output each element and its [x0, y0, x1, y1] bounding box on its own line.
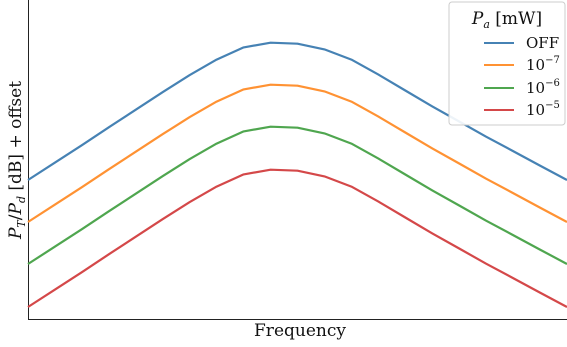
- plot-area: [27, 0, 567, 320]
- series-line-0: [27, 41, 567, 181]
- series-layer: [27, 41, 567, 308]
- series-line-1: [27, 83, 567, 223]
- x-axis-label: Frequency: [254, 321, 346, 341]
- legend-frame: [448, 1, 566, 126]
- legend: Pa [mW] OFF 10−7 10−6 10−5: [448, 1, 566, 126]
- y-axis-label: PT/Pd [dB] + offset: [6, 81, 28, 240]
- series-line-2: [27, 125, 567, 265]
- legend-label-off: OFF: [526, 34, 559, 52]
- series-line-3: [27, 168, 567, 308]
- legend-title: Pa [mW]: [471, 9, 542, 31]
